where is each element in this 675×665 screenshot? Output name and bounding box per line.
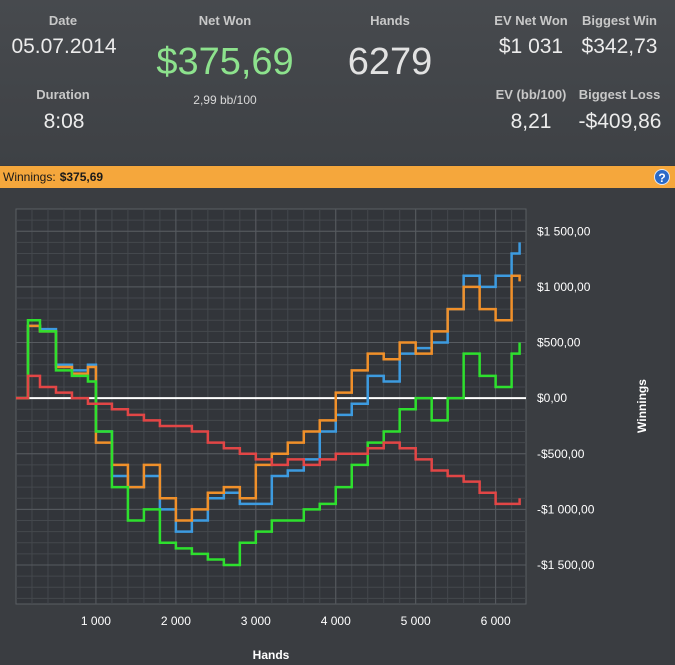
x-tick-label: 1 000 — [81, 614, 111, 628]
winnings-bar-text: Winnings: $375,69 — [3, 166, 103, 188]
plot-area — [15, 208, 527, 605]
winnings-label: Winnings: — [3, 170, 56, 184]
hands-value: 6279 — [347, 41, 433, 83]
x-tick-label: 4 000 — [321, 614, 351, 628]
biggest-win-label: Biggest Win — [582, 13, 657, 28]
help-icon[interactable]: ? — [654, 169, 670, 185]
winnings-chart-svg: $1 500,00 $1 000,00 $500,00 $0,00 -$500,00 -$… — [15, 208, 649, 662]
ev-bb100-label: EV (bb/100) — [495, 87, 567, 102]
winnings-bar: Winnings: $375,69 ? — [0, 166, 675, 188]
winnings-chart: $1 500,00 $1 000,00 $500,00 $0,00 -$500,00 -$… — [0, 188, 675, 662]
x-tick-label: 5 000 — [401, 614, 431, 628]
date-value: 05.07.2014 — [11, 35, 117, 58]
y-tick-label: -$500,00 — [537, 447, 585, 461]
series-lines — [16, 242, 521, 567]
x-tick-label: 6 000 — [481, 614, 511, 628]
ev-bb100-value: 8,21 — [510, 110, 552, 133]
y-tick-labels: $1 500,00 $1 000,00 $500,00 $0,00 -$500,00 -$… — [537, 224, 595, 572]
series-line-4 — [16, 374, 521, 506]
y-tick-label: $1 000,00 — [537, 280, 591, 294]
y-tick-label: -$1 000,00 — [537, 502, 595, 516]
series-line-1 — [16, 242, 521, 533]
y-tick-label: $1 500,00 — [537, 224, 591, 238]
y-axis-label: Winnings — [635, 379, 649, 433]
series-line-3 — [16, 319, 521, 567]
biggest-loss-value: -$409,86 — [578, 110, 662, 133]
bb-per-100-value: 2,99 bb/100 — [193, 93, 257, 107]
y-tick-label: -$1 500,00 — [537, 558, 595, 572]
stats-panel: Date 05.07.2014 Duration 8:08 Net Won $3… — [0, 0, 675, 165]
ev-net-won-value: $1 031 — [498, 35, 564, 58]
biggest-win-value: $342,73 — [581, 35, 658, 58]
date-label: Date — [48, 13, 78, 28]
x-tick-label: 3 000 — [241, 614, 271, 628]
x-tick-label: 2 000 — [161, 614, 191, 628]
grid-lines — [16, 209, 526, 604]
duration-label: Duration — [36, 87, 90, 102]
x-axis-label: Hands — [253, 648, 290, 660]
net-won-label: Net Won — [198, 13, 252, 28]
hands-label: Hands — [370, 13, 410, 28]
winnings-value: $375,69 — [59, 170, 104, 184]
biggest-loss-label: Biggest Loss — [578, 87, 661, 102]
duration-value: 8:08 — [43, 110, 85, 133]
y-tick-label: $500,00 — [537, 336, 581, 350]
x-tick-labels: 1 000 2 000 3 000 4 000 5 000 6 000 — [81, 614, 511, 628]
ev-net-won-label: EV Net Won — [494, 13, 568, 28]
net-won-value: $375,69 — [156, 41, 294, 83]
y-tick-label: $0,00 — [537, 391, 567, 405]
